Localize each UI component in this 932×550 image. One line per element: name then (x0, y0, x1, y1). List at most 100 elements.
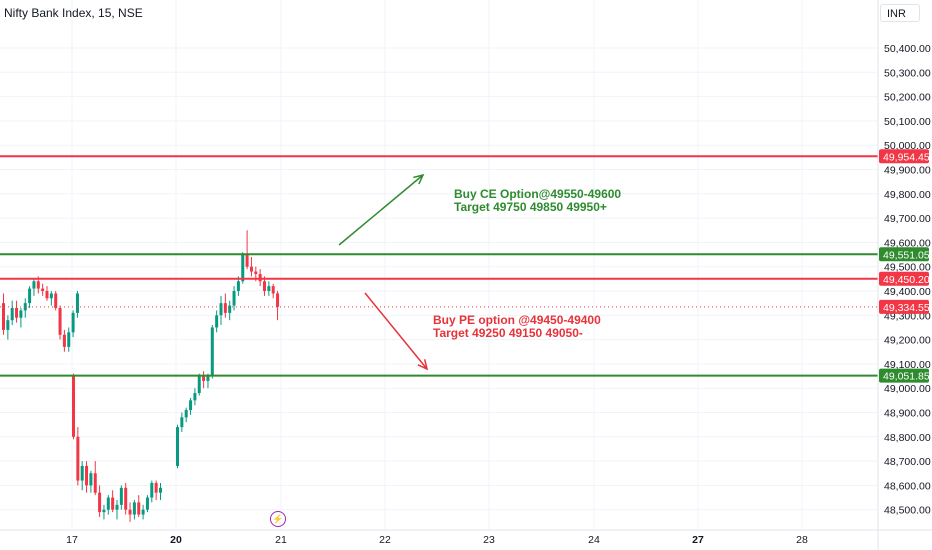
candle (236, 281, 240, 291)
y-axis[interactable]: 50,400.00 50,300.00 50,200.00 50,100.00 50,0… (877, 0, 932, 550)
y-tick-label: 50,100.00 (884, 116, 931, 128)
candle (249, 266, 253, 272)
candle (10, 308, 14, 321)
price-tag-resistance: 49,954.45 (883, 151, 930, 163)
candle (58, 308, 62, 335)
price-tag-resistance: 49,450.20 (883, 274, 930, 286)
ce-arrow-head (413, 173, 425, 185)
y-tick-label: 49,700.00 (884, 213, 931, 225)
grid (0, 0, 878, 530)
y-tick-label: 49,600.00 (884, 237, 931, 249)
candle (119, 487, 123, 505)
candle (219, 303, 223, 316)
candle (132, 502, 136, 515)
candle (15, 308, 19, 318)
candle (258, 273, 262, 282)
candle (197, 376, 201, 394)
candle (102, 509, 106, 513)
y-tick-label: 50,200.00 (884, 92, 931, 104)
candle (180, 417, 184, 428)
candle (271, 286, 275, 294)
pe-note: Buy PE option @49450-49400 Target 49250 … (433, 314, 601, 340)
candle (98, 492, 102, 513)
x-axis[interactable]: 17 20 21 22 23 24 27 28 (0, 529, 932, 546)
y-tick-label: 48,500.00 (884, 505, 931, 517)
candle (76, 436, 80, 481)
price-tag-resistance-bg (879, 271, 929, 286)
ce-note-line1: Buy CE Option@49550-49600 (454, 187, 622, 201)
price-tag-support: 49,051.85 (883, 371, 930, 383)
candle (145, 497, 149, 510)
x-tick-label: 24 (588, 534, 600, 546)
x-tick-label: 17 (66, 534, 78, 546)
y-tick-label: 48,600.00 (884, 480, 931, 492)
candle (49, 293, 53, 299)
candle (241, 254, 245, 282)
y-tick-label: 50,300.00 (884, 67, 931, 79)
candle (45, 291, 49, 299)
y-tick-label: 49,200.00 (884, 335, 931, 347)
candle (210, 327, 214, 377)
candle (54, 293, 58, 309)
x-tick-label: 28 (796, 534, 808, 546)
y-tick-label: 49,100.00 (884, 359, 931, 371)
candle (62, 334, 66, 347)
y-tick-label: 50,400.00 (884, 43, 931, 55)
candle (154, 482, 158, 493)
candle (150, 482, 154, 498)
x-tick-label: 21 (275, 534, 287, 546)
pe-arrow-head (417, 359, 429, 371)
candle (189, 400, 193, 411)
candle (193, 393, 197, 401)
currency-selector[interactable]: INR (880, 4, 920, 22)
candle (23, 303, 27, 311)
pe-note-line2: Target 49250 49150 49050- (433, 326, 583, 340)
price-levels (0, 155, 878, 377)
candle (232, 291, 236, 306)
last-price-tag: 49,334.55 (883, 302, 930, 314)
candle (202, 376, 206, 381)
pe-note-line1: Buy PE option @49450-49400 (433, 313, 601, 327)
candle (80, 465, 84, 481)
candle (72, 376, 75, 437)
candle (93, 473, 97, 493)
y-tick-label: 49,500.00 (884, 262, 931, 274)
candle (245, 254, 249, 267)
trade-arrows (338, 173, 429, 371)
candle (32, 281, 36, 289)
y-tick-label: 49,400.00 (884, 286, 931, 298)
y-tick-label: 48,900.00 (884, 408, 931, 420)
candle (6, 320, 10, 330)
candle (267, 286, 271, 291)
candle (215, 315, 219, 328)
candle (19, 310, 23, 318)
last-price-tag-bg (879, 299, 929, 314)
candle (124, 487, 128, 510)
candle (111, 497, 115, 510)
candle (41, 288, 45, 291)
candle (254, 271, 258, 274)
candle (141, 509, 145, 515)
ce-note: Buy CE Option@49550-49600 Target 49750 4… (454, 188, 621, 214)
ce-note-line2: Target 49750 49850 49950+ (454, 200, 607, 214)
y-tick-label: 48,700.00 (884, 456, 931, 468)
x-tick-label: 20 (170, 534, 182, 546)
candle (276, 293, 280, 307)
candle (2, 303, 5, 330)
candle (85, 465, 89, 486)
y-tick-label: 49,900.00 (884, 165, 931, 177)
candle (184, 410, 188, 418)
y-tick-label: 48,800.00 (884, 432, 931, 444)
candle (106, 497, 110, 510)
x-tick-label: 23 (483, 534, 495, 546)
candle (263, 281, 266, 291)
candle (89, 473, 93, 486)
y-tick-label: 49,000.00 (884, 383, 931, 395)
price-tag-support-bg (879, 247, 929, 262)
lightning-icon[interactable]: ⚡ (270, 511, 286, 527)
ce-arrow (338, 174, 424, 246)
candle (67, 332, 71, 347)
x-tick-label: 22 (379, 534, 391, 546)
price-tag-support: 49,551.05 (883, 249, 930, 261)
